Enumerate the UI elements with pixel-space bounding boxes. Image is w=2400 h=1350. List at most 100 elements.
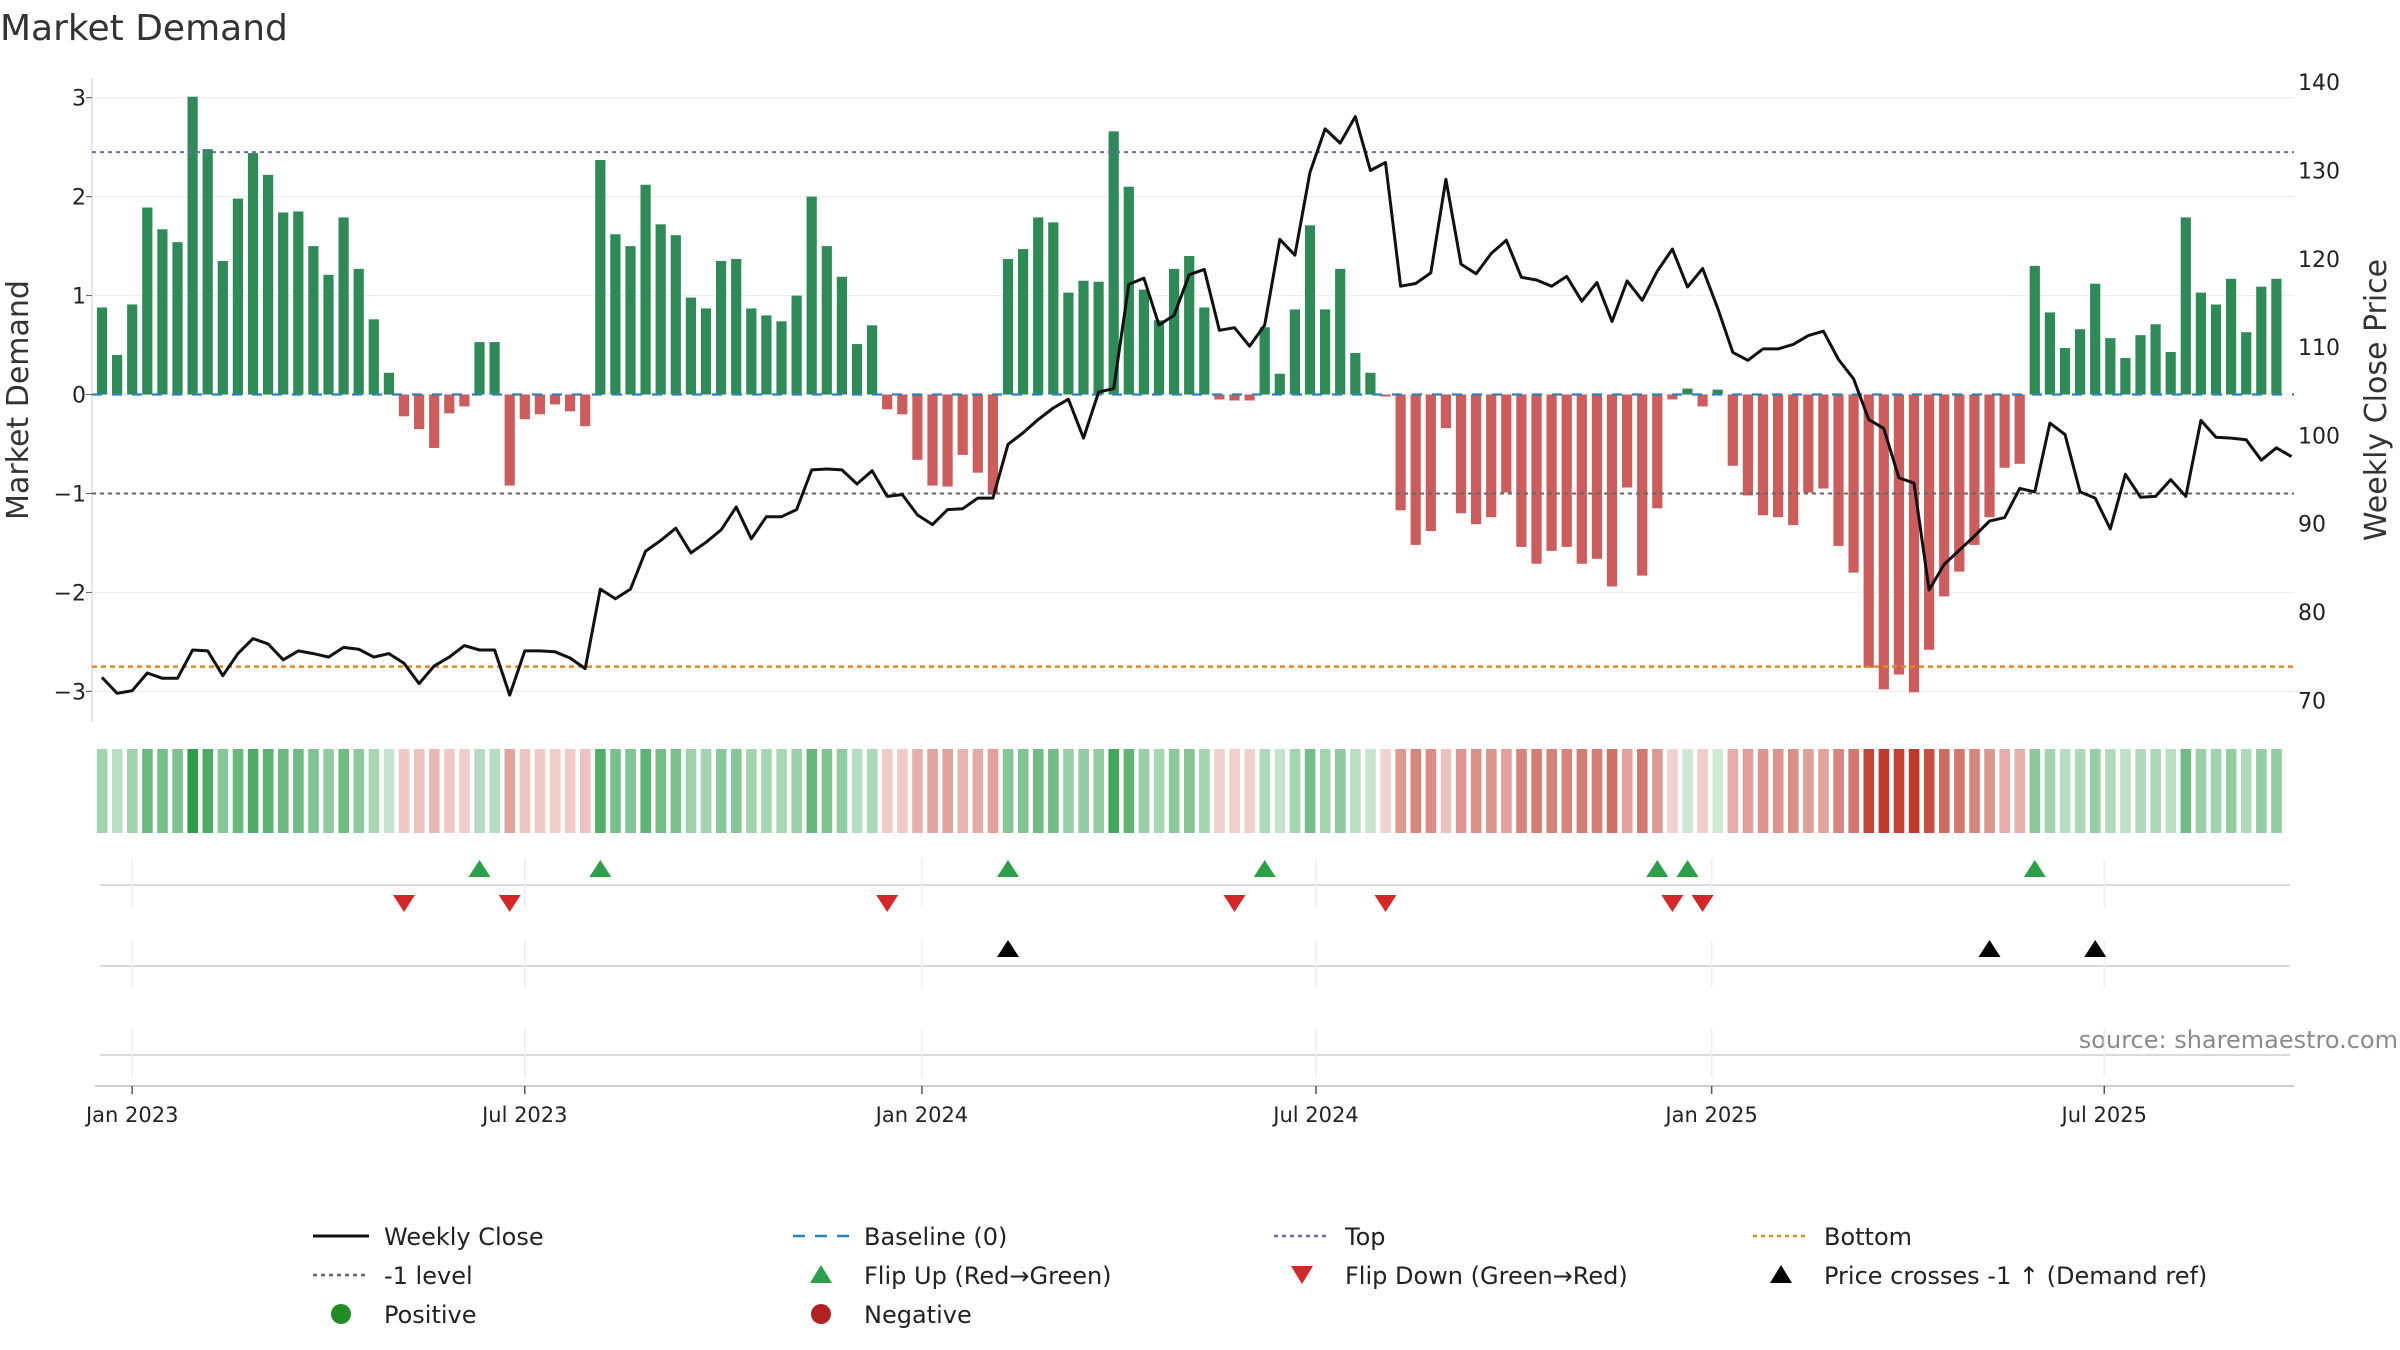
heat-cell — [1304, 749, 1316, 833]
demand-bar — [1984, 394, 1995, 518]
legend-swatch-triangle-down — [1291, 1266, 1313, 1284]
demand-bar — [1259, 327, 1270, 395]
heat-cell — [1093, 749, 1104, 833]
legend-entry: Weekly Close — [313, 1223, 544, 1251]
flip-up-marker — [2023, 860, 2046, 877]
y-tick-label-right: 130 — [2298, 159, 2340, 184]
demand-bar — [474, 342, 485, 395]
heat-cell — [595, 749, 606, 833]
heat-cell — [2241, 749, 2252, 833]
heat-cell — [580, 749, 591, 833]
heat-cell — [1199, 749, 1210, 833]
heat-cell — [308, 749, 319, 833]
demand-bar — [2180, 217, 2191, 395]
legend-entry: Flip Down (Green→Red) — [1291, 1262, 1628, 1290]
y-tick-label-right: 110 — [2298, 336, 2340, 361]
demand-bar — [263, 174, 274, 395]
weekly-close-line — [100, 115, 2293, 697]
demand-bar — [882, 394, 893, 410]
demand-bar — [1969, 394, 1980, 545]
heat-cell — [1244, 749, 1255, 833]
heat-cell — [1048, 749, 1059, 833]
demand-bar — [1939, 394, 1950, 597]
y-tick-label-left: −3 — [54, 680, 86, 705]
demand-bar — [957, 394, 968, 455]
heat-cell — [897, 749, 908, 833]
demand-bar — [2135, 335, 2146, 395]
heat-cell — [353, 749, 365, 833]
demand-bar — [504, 394, 515, 486]
demand-bar — [1878, 394, 1889, 690]
heat-cell — [187, 749, 198, 833]
demand-bar — [96, 307, 108, 395]
y-tick-label-right: 70 — [2298, 689, 2326, 714]
heat-cell — [1848, 749, 1859, 833]
demand-bar — [1153, 320, 1165, 395]
demand-bar — [1199, 307, 1210, 395]
heat-cell — [1259, 749, 1271, 833]
heat-cell — [776, 749, 787, 833]
demand-bar — [429, 394, 440, 448]
heat-cell — [111, 749, 123, 833]
demand-bar — [202, 149, 213, 395]
heat-cell — [1486, 749, 1497, 833]
heat-cell — [232, 749, 244, 833]
heat-cell — [731, 749, 742, 833]
demand-bar — [731, 258, 742, 395]
flip-down-marker — [393, 895, 415, 912]
heat-cell — [1123, 749, 1135, 833]
heat-cell — [655, 749, 667, 833]
demand-bar — [323, 274, 334, 395]
demand-bar — [1350, 352, 1361, 395]
demand-bar — [1546, 394, 1557, 551]
demand-bar — [338, 217, 349, 395]
heat-cell — [398, 749, 410, 833]
demand-bar — [232, 198, 243, 395]
heat-cell — [1954, 749, 1965, 833]
heat-cell — [1546, 749, 1557, 833]
demand-bar — [2165, 351, 2176, 395]
heat-cell — [1501, 749, 1512, 833]
demand-bar — [2105, 338, 2116, 395]
legend-label: Top — [1344, 1223, 1386, 1251]
heat-cell — [1788, 749, 1799, 833]
heat-cell — [1108, 749, 1120, 833]
demand-bar — [640, 184, 651, 395]
heat-cell — [1697, 749, 1708, 833]
demand-bar — [1652, 394, 1663, 509]
price-cross-marker — [2084, 940, 2107, 957]
demand-bar — [1455, 394, 1467, 514]
demand-bar — [444, 394, 455, 414]
demand-bar — [368, 319, 379, 395]
heat-cell — [1138, 749, 1150, 833]
heat-cell — [1878, 749, 1890, 833]
demand-bar — [912, 394, 923, 460]
demand-bar — [187, 96, 198, 395]
date-tick-label: Jul 2024 — [1271, 1103, 1358, 1127]
flip-down-marker — [876, 895, 899, 912]
event-markers — [100, 859, 2290, 1077]
demand-bar — [1803, 394, 1814, 493]
heat-cell — [1667, 749, 1678, 833]
demand-bar — [1863, 394, 1874, 668]
heat-cell — [1818, 749, 1829, 833]
legend-label: Baseline (0) — [864, 1223, 1007, 1251]
demand-bar — [1742, 394, 1753, 496]
demand-bar — [1048, 222, 1059, 395]
heat-cell — [1153, 749, 1165, 833]
demand-bar — [700, 308, 712, 395]
demand-bar — [1093, 281, 1104, 395]
demand-bar — [1018, 249, 1029, 395]
y-tick-label-left: 1 — [72, 285, 86, 310]
heat-cell — [912, 749, 923, 833]
heat-cell — [2120, 749, 2131, 833]
demand-bar — [806, 196, 817, 395]
demand-bar — [172, 242, 183, 395]
demand-bar — [127, 304, 138, 395]
y-tick-label-right: 80 — [2298, 601, 2326, 626]
demand-bar — [157, 229, 168, 395]
heat-cell — [278, 749, 289, 833]
heat-cell — [1772, 749, 1784, 833]
heat-cell — [1606, 749, 1618, 833]
